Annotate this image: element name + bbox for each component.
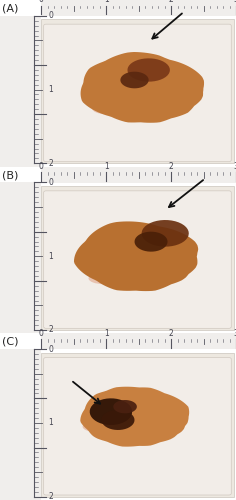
Text: 3: 3: [234, 328, 236, 338]
Text: (B): (B): [2, 170, 19, 180]
Ellipse shape: [83, 422, 106, 432]
Bar: [0, 16, 41, 167]
Ellipse shape: [159, 82, 181, 92]
Text: 0: 0: [39, 162, 44, 171]
Bar: [41, 166, 236, 182]
Text: 2: 2: [48, 326, 53, 334]
Bar: [0, 349, 41, 500]
Text: 1: 1: [48, 418, 53, 428]
FancyBboxPatch shape: [44, 191, 231, 328]
Text: (C): (C): [2, 336, 19, 346]
Text: 2: 2: [169, 0, 173, 4]
Polygon shape: [80, 386, 189, 446]
Polygon shape: [142, 220, 189, 246]
Polygon shape: [113, 400, 137, 413]
Text: 1: 1: [104, 0, 109, 4]
Bar: [41, 0, 236, 16]
Polygon shape: [74, 222, 198, 291]
Polygon shape: [135, 232, 168, 252]
Text: 3: 3: [234, 162, 236, 171]
Polygon shape: [80, 52, 204, 123]
FancyBboxPatch shape: [41, 352, 234, 496]
Text: 3: 3: [234, 0, 236, 4]
Text: 1: 1: [48, 252, 53, 260]
FancyBboxPatch shape: [41, 19, 234, 164]
Text: 1: 1: [104, 328, 109, 338]
Text: (A): (A): [2, 4, 19, 14]
FancyBboxPatch shape: [41, 186, 234, 330]
Polygon shape: [101, 410, 135, 430]
Text: 1: 1: [48, 85, 53, 94]
Ellipse shape: [88, 272, 119, 284]
Polygon shape: [120, 72, 149, 88]
Text: 0: 0: [48, 178, 53, 187]
Text: 2: 2: [48, 159, 53, 168]
Text: 0: 0: [39, 328, 44, 338]
Polygon shape: [127, 58, 170, 82]
Bar: [41, 334, 236, 349]
Ellipse shape: [152, 408, 178, 418]
FancyBboxPatch shape: [44, 24, 231, 162]
Text: 2: 2: [169, 162, 173, 171]
Text: 2: 2: [48, 492, 53, 500]
Text: 0: 0: [48, 344, 53, 354]
Text: 0: 0: [39, 0, 44, 4]
Text: 0: 0: [48, 12, 53, 20]
Text: 1: 1: [104, 162, 109, 171]
FancyBboxPatch shape: [44, 358, 231, 495]
Bar: [0, 182, 41, 334]
Ellipse shape: [92, 102, 120, 114]
Polygon shape: [90, 398, 132, 425]
Ellipse shape: [149, 274, 172, 283]
Text: 2: 2: [169, 328, 173, 338]
